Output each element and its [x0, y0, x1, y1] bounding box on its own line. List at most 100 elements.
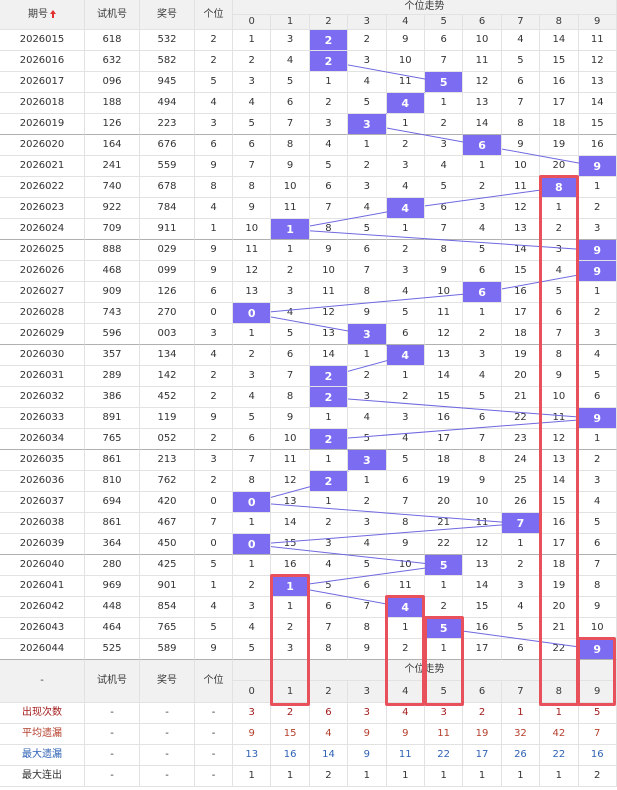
units-cell: 9 [195, 156, 233, 177]
trend-miss-cell: 11 [463, 51, 502, 72]
trend-miss-cell: 8 [233, 177, 272, 198]
trend-miss-cell: 12 [540, 429, 579, 450]
trend-miss-cell: 10 [540, 387, 579, 408]
trend-miss-cell: 5 [233, 114, 272, 135]
trend-miss-cell: 12 [309, 303, 349, 324]
trend-miss-cell: 1 [540, 198, 579, 219]
trend-miss-cell: 7 [578, 555, 617, 576]
units-cell: 1 [195, 219, 233, 240]
trend-miss-cell: 15 [578, 114, 617, 135]
trial-number-cell: 188 [85, 93, 140, 114]
trend-miss-cell: 1 [578, 282, 617, 303]
issue-cell: 2026025 [0, 240, 85, 261]
trend-miss-cell: 3 [578, 471, 617, 492]
trial-number-cell: 861 [85, 450, 140, 471]
trend-miss-cell: 4 [348, 198, 387, 219]
trend-miss-cell: 3 [578, 324, 617, 345]
stats-trial-cell: - [85, 703, 140, 724]
trend-miss-cell: 3 [271, 30, 310, 51]
trend-miss-cell: 4 [501, 30, 541, 51]
trial-number-cell: 241 [85, 156, 140, 177]
trend-miss-cell: 1 [578, 429, 617, 450]
trend-miss-cell: 12 [578, 51, 617, 72]
trend-miss-cell: 14 [501, 240, 541, 261]
trend-miss-cell: 13 [463, 555, 502, 576]
trend-miss-cell: 16 [424, 408, 464, 429]
stats-trial-cell: - [85, 745, 140, 766]
trend-miss-cell: 4 [233, 93, 272, 114]
trial-number-cell: 364 [85, 534, 140, 555]
trend-miss-cell: 13 [463, 93, 502, 114]
trend-hit-cell: 3 [348, 324, 387, 345]
trend-miss-cell: 5 [578, 513, 617, 534]
footer-digit-header-8: 8 [540, 681, 579, 703]
trend-miss-cell: 4 [309, 555, 349, 576]
trial-number-cell: 743 [85, 303, 140, 324]
trend-miss-cell: 7 [348, 597, 387, 618]
trend-miss-cell: 2 [233, 576, 272, 597]
trend-miss-cell: 14 [463, 576, 502, 597]
trend-miss-cell: 5 [578, 366, 617, 387]
trend-miss-cell: 1 [309, 492, 349, 513]
stats-value-cell: 42 [540, 724, 579, 745]
trend-miss-cell: 3 [540, 240, 579, 261]
trend-miss-cell: 5 [348, 429, 387, 450]
trend-miss-cell: 4 [463, 366, 502, 387]
trend-miss-cell: 13 [578, 72, 617, 93]
trend-miss-cell: 18 [540, 114, 579, 135]
stats-value-cell: 1 [501, 766, 541, 787]
trend-miss-cell: 1 [348, 345, 387, 366]
trend-hit-cell: 9 [578, 639, 617, 660]
issue-cell: 2026019 [0, 114, 85, 135]
trend-miss-cell: 6 [501, 72, 541, 93]
trend-miss-cell: 11 [386, 576, 425, 597]
trend-miss-cell: 1 [309, 72, 349, 93]
issue-cell: 2026029 [0, 324, 85, 345]
units-cell: 1 [195, 576, 233, 597]
trend-hit-cell: 2 [309, 51, 349, 72]
trend-miss-cell: 10 [501, 156, 541, 177]
trend-miss-cell: 11 [271, 450, 310, 471]
issue-cell: 2026016 [0, 51, 85, 72]
trend-hit-cell: 0 [233, 534, 272, 555]
trend-miss-cell: 2 [348, 156, 387, 177]
trend-miss-cell: 8 [386, 513, 425, 534]
draw-number-cell: 559 [140, 156, 195, 177]
issue-cell: 2026018 [0, 93, 85, 114]
trend-miss-cell: 2 [386, 387, 425, 408]
issue-cell: 2026027 [0, 282, 85, 303]
trend-miss-cell: 12 [424, 324, 464, 345]
stats-value-cell: 15 [271, 724, 310, 745]
trend-miss-cell: 22 [540, 639, 579, 660]
issue-cell: 2026023 [0, 198, 85, 219]
trend-miss-cell: 14 [271, 513, 310, 534]
trend-miss-cell: 11 [463, 513, 502, 534]
sort-up-icon[interactable] [50, 9, 56, 18]
trend-miss-cell: 8 [424, 240, 464, 261]
trend-miss-cell: 21 [424, 513, 464, 534]
trend-miss-cell: 9 [578, 597, 617, 618]
trend-miss-cell: 2 [578, 198, 617, 219]
stats-units-cell: - [195, 766, 233, 787]
trend-hit-cell: 8 [540, 177, 579, 198]
draw-number-cell: 765 [140, 618, 195, 639]
stats-value-cell: 32 [501, 724, 541, 745]
digit-header-7: 7 [501, 15, 541, 30]
trial-number-cell: 810 [85, 471, 140, 492]
trend-miss-cell: 3 [233, 366, 272, 387]
stats-units-cell: - [195, 703, 233, 724]
trend-miss-cell: 1 [233, 324, 272, 345]
trend-miss-cell: 9 [348, 639, 387, 660]
trend-miss-cell: 16 [501, 282, 541, 303]
issue-cell: 2026042 [0, 597, 85, 618]
stats-value-cell: 22 [540, 745, 579, 766]
trend-miss-cell: 5 [463, 387, 502, 408]
trend-miss-cell: 13 [501, 219, 541, 240]
trend-miss-cell: 7 [540, 324, 579, 345]
stats-value-cell: 1 [501, 703, 541, 724]
trend-miss-cell: 6 [424, 198, 464, 219]
issue-header[interactable]: 期号 [0, 0, 85, 30]
trend-miss-cell: 9 [271, 156, 310, 177]
trend-miss-cell: 5 [271, 324, 310, 345]
trend-miss-cell: 8 [309, 639, 349, 660]
